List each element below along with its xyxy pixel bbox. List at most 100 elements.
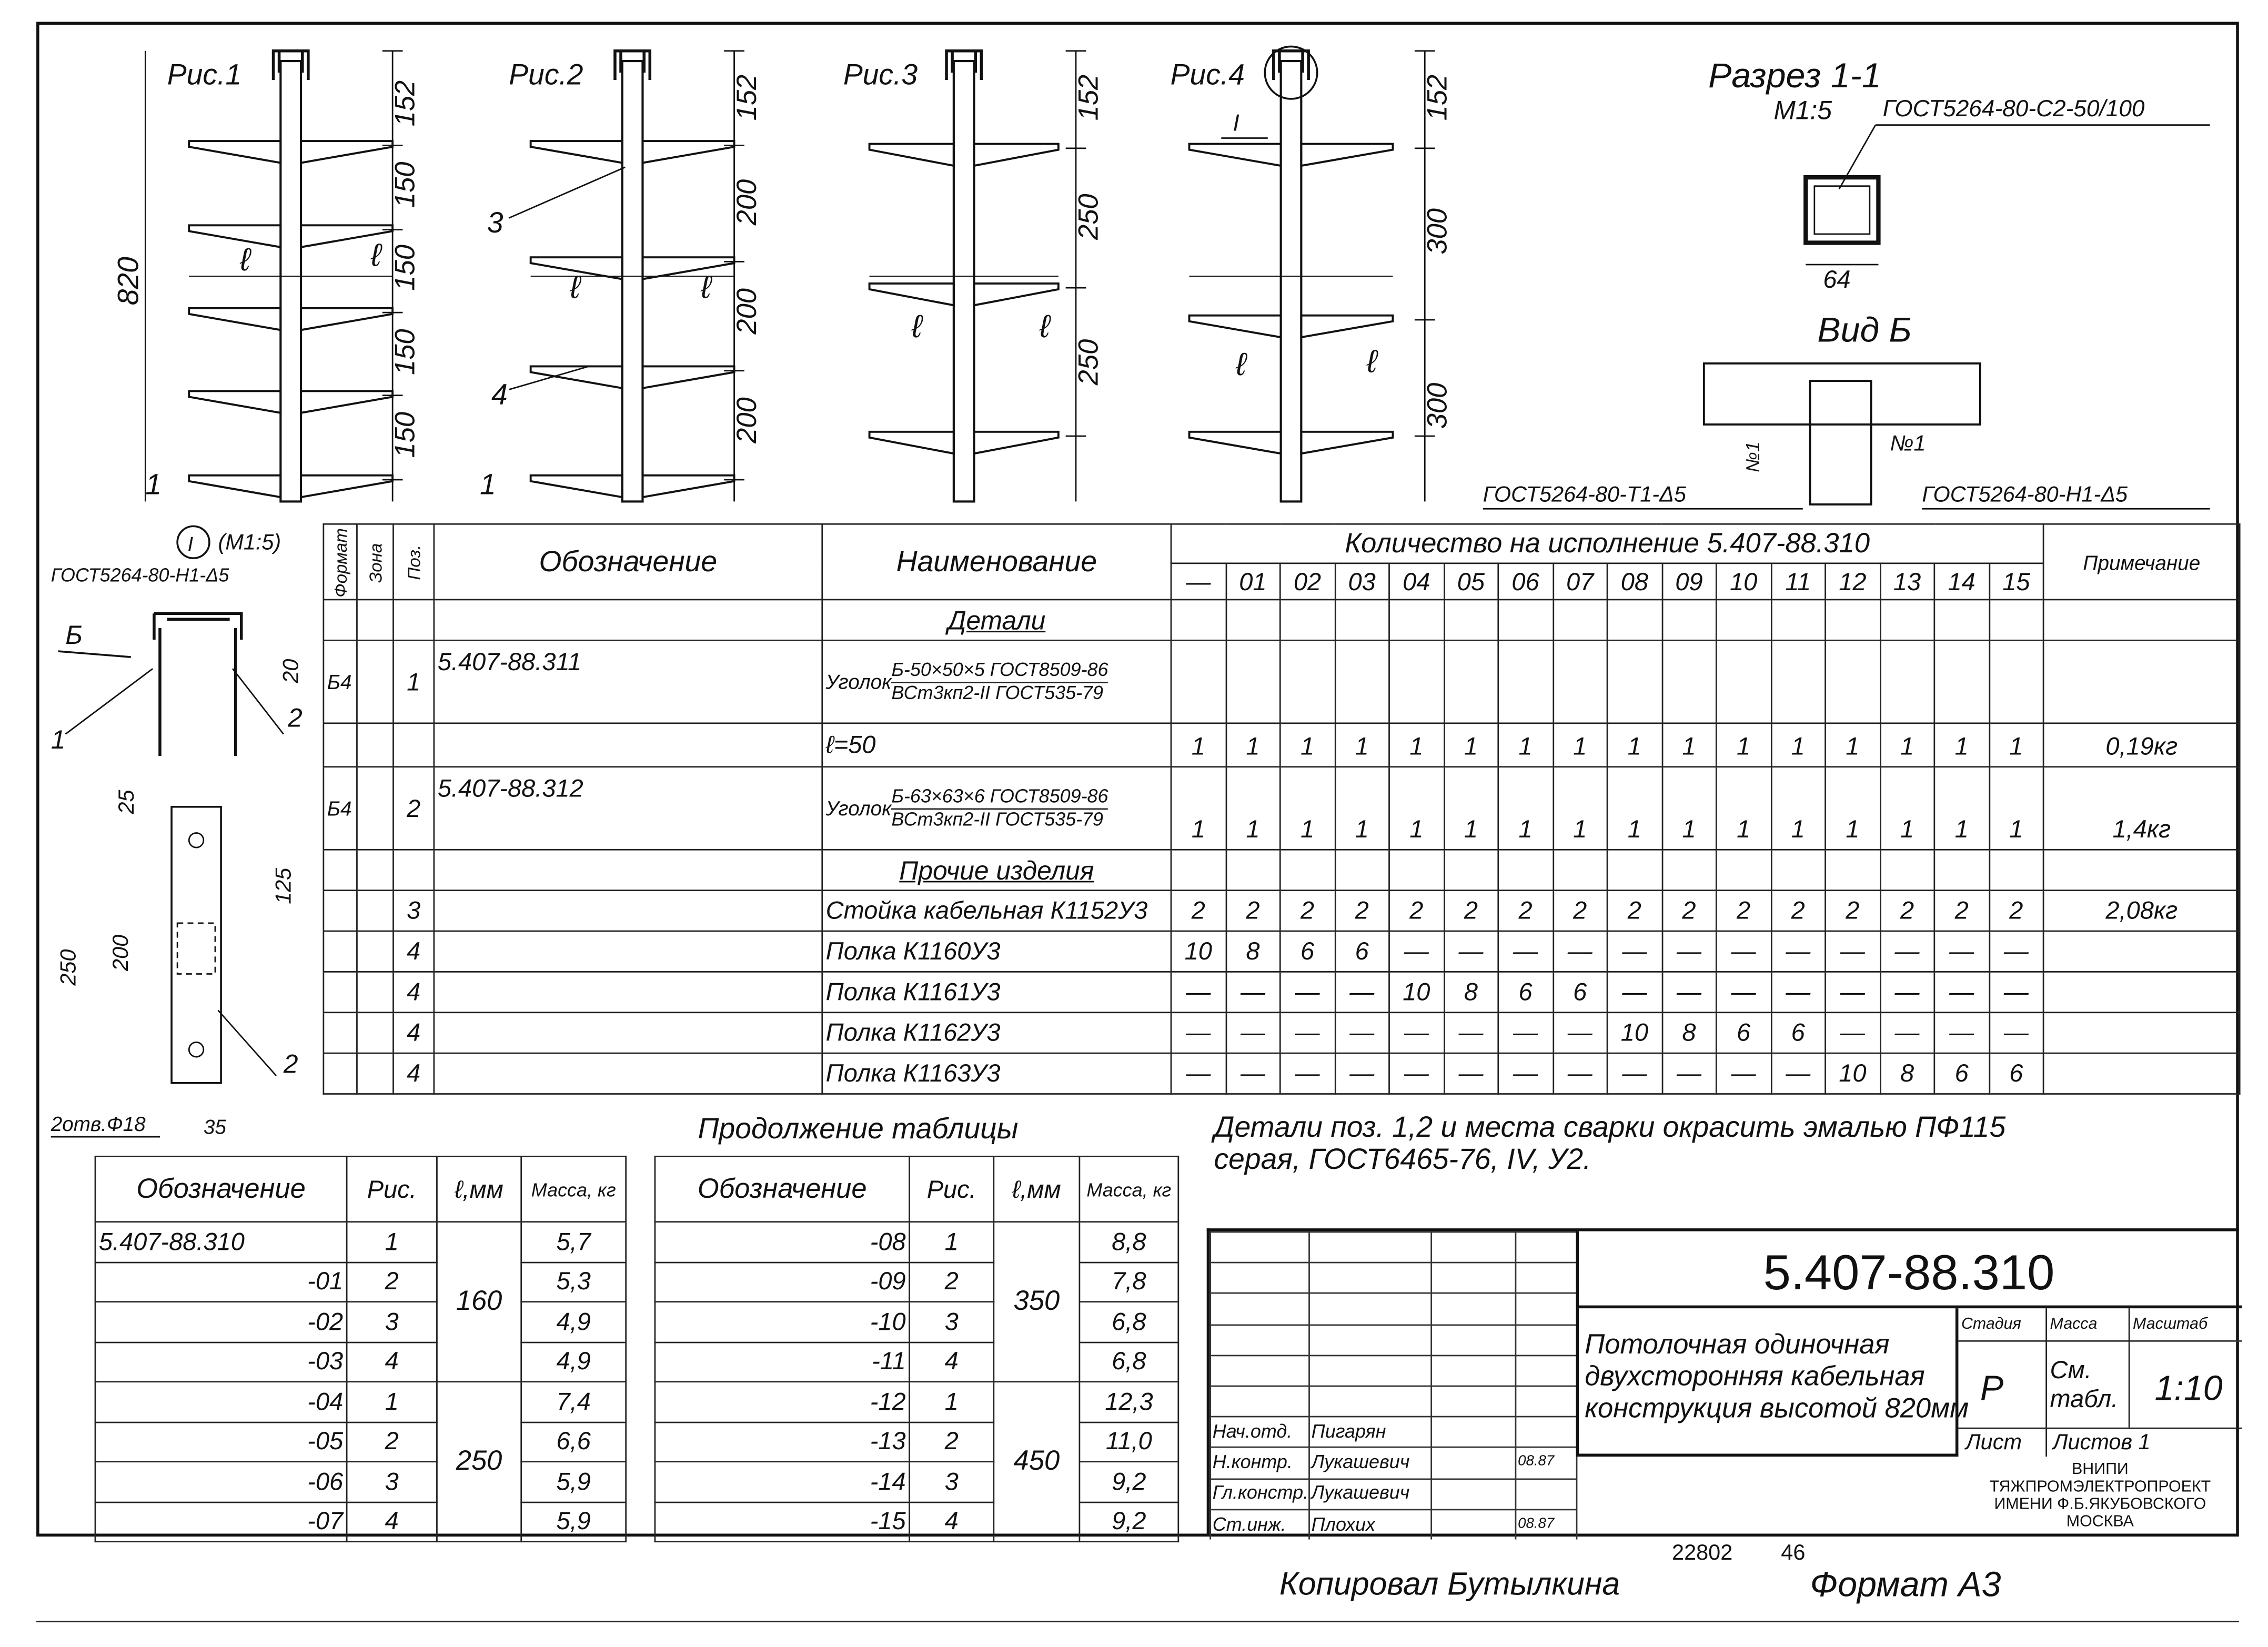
designation-cell <box>433 1052 823 1095</box>
cable-post <box>1279 59 1303 503</box>
qty-cell <box>1388 639 1445 724</box>
grid-line <box>1209 1447 1576 1449</box>
mass-cell: 5,7 <box>520 1221 627 1263</box>
continuation-row: -03 4 4,9 <box>94 1341 627 1383</box>
header-mass: Масса, кг <box>520 1155 627 1223</box>
qty-cell: 2 <box>1552 890 1608 932</box>
designation-cell: -09 <box>654 1261 910 1303</box>
continuation-row: -15 4 9,2 <box>654 1501 1180 1543</box>
note-cell <box>2042 639 2241 724</box>
weld-symbol-right: ГОСТ5264-80-Н1-Δ5 <box>1922 481 2128 506</box>
qty-cell: — <box>1170 971 1226 1014</box>
weld-symbol-left: ГОСТ5264-80-Т1-Δ5 <box>1483 481 1687 506</box>
qty-cell: 1 <box>1715 722 1772 768</box>
qty-cell: 2 <box>1225 890 1281 932</box>
designation-cell: -15 <box>654 1501 910 1543</box>
drawing-name-line: конструкция высотой 820мм <box>1585 1394 1969 1425</box>
qty-cell <box>1279 639 1336 724</box>
qty-cell: 8 <box>1225 930 1281 973</box>
spec-row: 4 Полка К1163У3— — — — — — — — — — — —10 8 6 6 <box>322 1052 2241 1095</box>
variant-header: 03 <box>1334 562 1390 601</box>
shelf-bracket <box>188 224 282 249</box>
node-dimension: 250 <box>56 949 80 986</box>
designation-cell <box>433 722 823 768</box>
format-cell: Б4 <box>322 766 358 851</box>
designation-cell: -01 <box>94 1261 348 1303</box>
col-designation: Обозначение <box>433 523 823 601</box>
leader <box>508 166 626 219</box>
callout-3: 3 <box>487 206 503 239</box>
signature-role: Гл.констр. <box>1212 1482 1309 1504</box>
shelf-bracket <box>529 474 623 499</box>
dimension-value: 152 <box>390 80 421 127</box>
shelf-bracket <box>300 390 394 415</box>
mass-cell: 8,8 <box>1078 1221 1180 1263</box>
qty-cell: 2 <box>1715 890 1772 932</box>
pos-cell: 1 <box>392 639 435 724</box>
specification-table: Формат Зона Поз. Обозначение Наименование Кол… <box>322 523 2241 1095</box>
signature-date: 08.87 <box>1518 1454 1555 1470</box>
section-title: Разрез 1-1 <box>1708 56 1881 95</box>
shelf-bracket <box>868 430 955 455</box>
variant-header: 08 <box>1606 562 1663 601</box>
qty-cell: 2 <box>1334 890 1390 932</box>
header-fig: Рис. <box>909 1155 995 1223</box>
qty-cell: — <box>1334 1012 1390 1054</box>
dimension-value: 150 <box>390 412 421 458</box>
length-cell: 350 <box>993 1221 1081 1383</box>
length-label: ℓ <box>1235 346 1247 382</box>
view-arrow-label: Б <box>65 620 82 650</box>
qty-cell <box>1443 639 1499 724</box>
section-mark: 1 <box>145 468 162 501</box>
qty-cell: — <box>1552 1052 1608 1095</box>
header-mass: Масса, кг <box>1078 1155 1180 1223</box>
organization-line: ТЯЖПРОМЭЛЕКТРОПРОЕКТ <box>1989 1478 2211 1496</box>
name-cell: Уголок Б-63×63×6 ГОСТ8509-86 ВСт3кп2-II ГО… <box>821 766 1172 851</box>
qty-cell: 1 <box>1225 722 1281 768</box>
qty-cell: 1 <box>1933 766 1990 851</box>
dimension-value: 200 <box>731 288 762 335</box>
fig-cell: 4 <box>909 1341 995 1383</box>
shelf-bracket <box>188 140 282 164</box>
weld-mark: №1 <box>1890 431 1926 456</box>
designation-cell: -04 <box>94 1381 348 1423</box>
signature-name: Пигарян <box>1311 1420 1386 1442</box>
qty-cell: 2 <box>1497 890 1554 932</box>
fig-cell: 3 <box>346 1301 438 1343</box>
qty-cell: 2 <box>1770 890 1826 932</box>
fig-cell: 1 <box>909 1221 995 1263</box>
signature-date: 08.87 <box>1518 1515 1555 1532</box>
spec-row: 4 Полка К1162У3— — — — — — — —10 8 6 6— — — — <box>322 1012 2241 1054</box>
shelf-bracket <box>1300 143 1394 167</box>
designation-cell: -11 <box>654 1341 910 1383</box>
qty-cell: — <box>1715 930 1772 973</box>
section-scale: М1:5 <box>1773 96 1832 125</box>
qty-cell: — <box>1497 930 1554 973</box>
figure-label: Рис.1 <box>167 58 241 90</box>
continuation-table-right: Обозначение Рис. ℓ,мм Масса, кг -08 1 350 8,8 -0… <box>654 1155 1180 1543</box>
qty-cell: — <box>1825 1012 1881 1054</box>
header-designation: Обозначение <box>94 1155 348 1223</box>
spec-row: Детали <box>322 599 2241 641</box>
name-cell: Полка К1160У3 <box>821 930 1172 973</box>
designation-cell: -03 <box>94 1341 348 1383</box>
signature-role: Нач.отд. <box>1212 1420 1293 1442</box>
signature-role: Ст.инж. <box>1212 1512 1286 1535</box>
variant-header: 11 <box>1770 562 1826 601</box>
signature-role: Н.контр. <box>1212 1451 1293 1473</box>
spec-row: 4 Полка К1160У3 10 8 6 6— — — — — — — — — — — — <box>322 930 2241 973</box>
name-cell: ℓ=50 <box>821 722 1172 768</box>
designation-cell: -13 <box>654 1421 910 1463</box>
mass-cell: 5,9 <box>520 1461 627 1503</box>
qty-cell: 6 <box>1715 1012 1772 1054</box>
qty-cell: — <box>1388 930 1445 973</box>
figure-label: Рис.3 <box>843 58 918 90</box>
qty-cell: 1 <box>1388 766 1445 851</box>
bottom-rule <box>36 1621 2239 1623</box>
qty-cell: — <box>1388 1012 1445 1054</box>
fig-cell: 3 <box>909 1461 995 1503</box>
variant-header: — <box>1170 562 1226 601</box>
qty-cell: — <box>1225 971 1281 1014</box>
qty-cell: — <box>1715 971 1772 1014</box>
fig2-drawing: Рис.2 152 200 200 200 ℓ ℓ <box>509 49 762 503</box>
